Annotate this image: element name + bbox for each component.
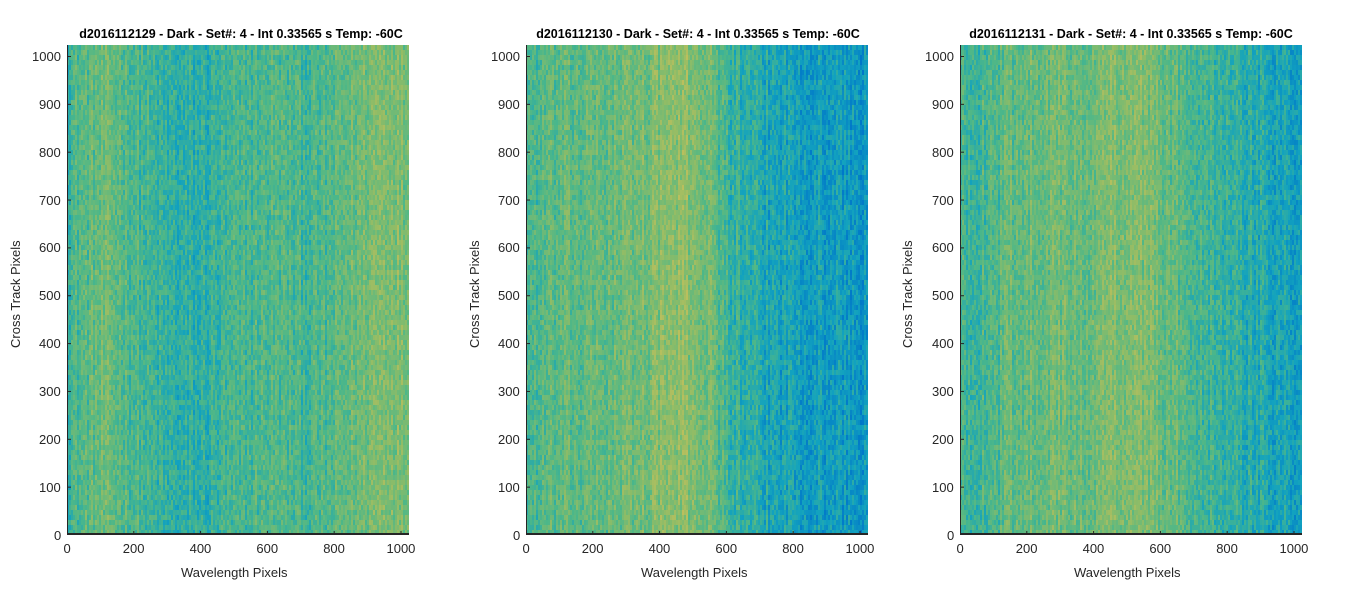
x-axis-label: Wavelength Pixels <box>641 565 747 580</box>
y-tick-label: 600 <box>498 240 520 255</box>
y-tick-label: 700 <box>498 193 520 208</box>
chart-panel-1: d2016112129 - Dark - Set#: 4 - Int 0.335… <box>0 0 450 600</box>
y-tick-label: 200 <box>498 432 520 447</box>
x-tick-label: 400 <box>190 541 212 556</box>
x-axis-label: Wavelength Pixels <box>181 565 287 580</box>
x-tick-label: 200 <box>1016 541 1038 556</box>
y-tick-label: 1000 <box>32 49 61 64</box>
heatmap-plot <box>526 45 868 535</box>
heatmap-plot <box>960 45 1302 535</box>
heatmap-cells <box>960 45 1302 535</box>
x-tick-label: 200 <box>123 541 145 556</box>
chart-title: d2016112131 - Dark - Set#: 4 - Int 0.335… <box>948 27 1314 41</box>
x-tick-label: 1000 <box>1279 541 1308 556</box>
y-tick-label: 0 <box>513 528 520 543</box>
x-tick-label: 800 <box>1216 541 1238 556</box>
y-tick-label: 400 <box>39 336 61 351</box>
y-tick-label: 100 <box>498 480 520 495</box>
y-axis-label: Cross Track Pixels <box>900 240 915 348</box>
y-tick-label: 700 <box>932 193 954 208</box>
x-tick-label: 200 <box>582 541 604 556</box>
y-tick-label: 300 <box>39 384 61 399</box>
y-tick-label: 1000 <box>491 49 520 64</box>
heatmap-cells <box>526 45 868 535</box>
heatmap-svg <box>960 45 1302 535</box>
y-tick-label: 900 <box>932 97 954 112</box>
y-tick-label: 100 <box>39 480 61 495</box>
y-tick-label: 100 <box>932 480 954 495</box>
y-tick-label: 200 <box>932 432 954 447</box>
x-tick-label: 400 <box>649 541 671 556</box>
y-tick-label: 800 <box>932 145 954 160</box>
chart-title: d2016112129 - Dark - Set#: 4 - Int 0.335… <box>58 27 424 41</box>
x-tick-label: 600 <box>1149 541 1171 556</box>
heatmap-svg <box>67 45 409 535</box>
y-tick-label: 600 <box>39 240 61 255</box>
x-tick-label: 0 <box>64 541 71 556</box>
heatmap-plot <box>67 45 409 535</box>
y-tick-label: 300 <box>498 384 520 399</box>
y-tick-label: 300 <box>932 384 954 399</box>
y-tick-label: 900 <box>498 97 520 112</box>
y-tick-label: 1000 <box>925 49 954 64</box>
y-tick-label: 200 <box>39 432 61 447</box>
x-tick-label: 1000 <box>386 541 415 556</box>
y-tick-label: 700 <box>39 193 61 208</box>
x-tick-label: 0 <box>957 541 964 556</box>
y-tick-label: 400 <box>932 336 954 351</box>
x-tick-label: 800 <box>782 541 804 556</box>
y-tick-label: 400 <box>498 336 520 351</box>
y-tick-label: 0 <box>947 528 954 543</box>
heatmap-svg <box>526 45 868 535</box>
heatmap-cells <box>67 45 409 535</box>
x-tick-label: 600 <box>715 541 737 556</box>
y-tick-label: 900 <box>39 97 61 112</box>
y-tick-label: 500 <box>39 288 61 303</box>
x-tick-label: 1000 <box>845 541 874 556</box>
y-tick-label: 0 <box>54 528 61 543</box>
y-tick-label: 500 <box>498 288 520 303</box>
chart-title: d2016112130 - Dark - Set#: 4 - Int 0.335… <box>515 27 881 41</box>
y-tick-label: 800 <box>498 145 520 160</box>
x-axis-label: Wavelength Pixels <box>1074 565 1180 580</box>
y-tick-label: 500 <box>932 288 954 303</box>
chart-panel-2: d2016112130 - Dark - Set#: 4 - Int 0.335… <box>467 27 881 580</box>
x-tick-label: 400 <box>1083 541 1105 556</box>
x-tick-label: 800 <box>323 541 345 556</box>
y-tick-label: 600 <box>932 240 954 255</box>
y-tick-label: 800 <box>39 145 61 160</box>
x-tick-label: 600 <box>256 541 278 556</box>
x-tick-label: 0 <box>523 541 530 556</box>
